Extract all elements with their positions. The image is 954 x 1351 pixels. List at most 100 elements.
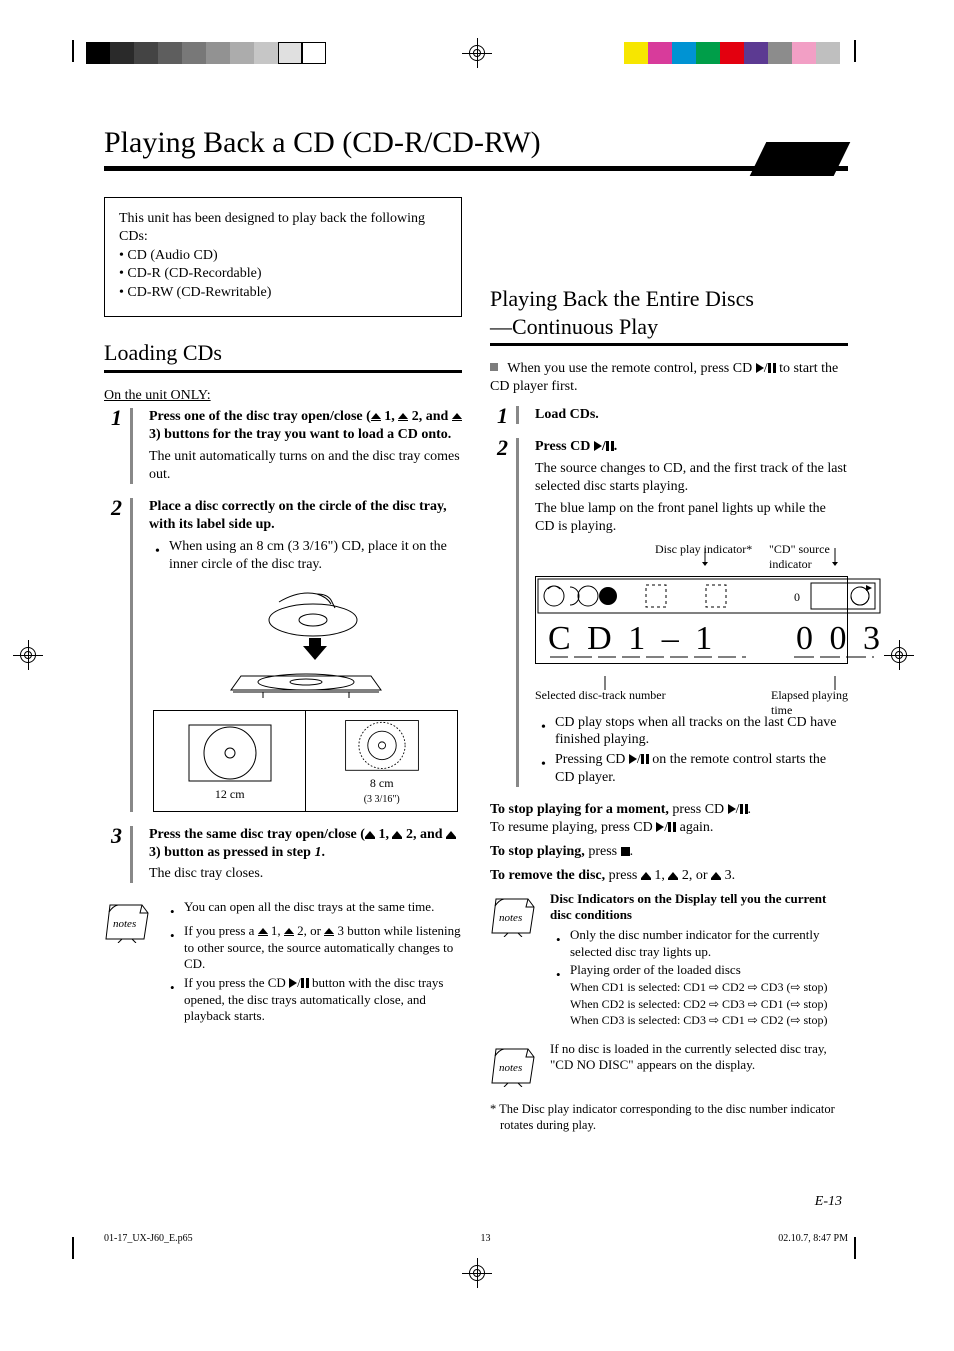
play-icon [594,441,602,451]
title-rule [104,166,848,171]
disc-8cm: 8 cm (3 3/16") [305,711,457,811]
right-notes: notes Disc Indicators on the Display tel… [490,891,848,1031]
svg-text:notes: notes [499,912,522,924]
eject-icon [668,870,678,880]
lcd-annot-top-right: "CD" source indicator [769,542,848,573]
right-s2-rest-0: The source changes to CD, and the first … [535,460,848,496]
crosshair-bottom [464,1260,490,1286]
eject-icon [711,870,721,880]
eject-icon [365,829,375,839]
di-0: Only the disc number indicator for the c… [570,927,848,960]
left-note-1: If you press a 1, 2, or 3 button while l… [184,923,462,973]
di-1: Playing order of the loaded discs [570,962,741,977]
right-s1-first: Load CDs. [535,406,848,424]
disc-ind-heading: Disc Indicators on the Display tell you … [550,891,848,924]
right-step-2: 2 Press CD /. The source changes to CD, … [516,438,848,787]
pause-icon [668,822,676,832]
label-12: 12 cm [215,787,245,802]
left-column: This unit has been designed to play back… [104,197,462,1133]
tray-bullet: When using an 8 cm (3 3/16") CD, place i… [169,538,462,574]
pause-icon [740,804,748,814]
crosshair-right [886,642,912,668]
lcd-annot-top-center: Disc play indicator* [655,542,752,557]
svg-text:notes: notes [113,918,136,930]
left-step-1-rest: The unit automatically turns on and the … [149,448,462,484]
footer-left: 01-17_UX-J60_E.p65 [104,1233,193,1244]
left-sub-rule [104,370,462,373]
eject-icon [371,411,381,421]
notes-icon: notes [490,1047,536,1093]
eject-icon [392,829,402,839]
greyscale-ramp [86,42,326,64]
lcd-annot-bl: Selected disc-track number [535,688,666,703]
crosshair-left [15,642,41,668]
left-notes: notes You can open all the disc trays at… [104,897,462,1026]
left-note-2: If you press the CD / button with the di… [184,975,462,1025]
section-title: Playing Back a CD (CD-R/CD-RW) [104,126,848,160]
play-icon [656,822,664,832]
corner-mark-tl [62,40,84,62]
pre-step-bullet: When you use the remote control, press C… [490,361,838,394]
notes-icon: notes [104,903,150,949]
tray-illustration [221,580,391,700]
left-step-3: 3 Press the same disc tray open/close ( … [130,826,462,884]
color-ramp [624,42,840,64]
intro-line-2: • CD-R (CD-Recordable) [119,266,262,281]
lcd-annot-br: Elapsed playing time [771,688,848,719]
footer-right: 02.10.7, 8:47 PM [778,1233,848,1244]
right-step-1: 1 Load CDs. [516,406,848,424]
play-icon [289,978,297,988]
corner-mark-tr [844,40,866,62]
lcd-small-char: 0 [794,590,800,604]
pause-icon [301,978,309,988]
intro-box: This unit has been designed to play back… [104,197,462,317]
right-subheading: Playing Back the Entire Discs—Continuous… [490,285,848,341]
play-icon [629,754,637,764]
remote-note: On the unit ONLY: [104,387,462,405]
pause-icon [641,754,649,764]
right-s2-first: Press CD /. [535,438,848,456]
post-lcd-1: Pressing CD / on the remote control star… [555,751,848,787]
eject-icon [258,926,268,936]
left-note-0: You can open all the disc trays at the s… [184,899,462,921]
pause-icon [606,441,614,451]
footer-center: 13 [480,1233,490,1244]
eject-icon [284,926,294,936]
lcd-line2: 0 0 3 [796,620,882,657]
play-icon [728,804,736,814]
eject-icon [446,829,456,839]
eject-icon [452,411,462,421]
intro-line-1: • CD (Audio CD) [119,248,218,263]
left-step-3-rest: The disc tray closes. [149,865,462,883]
intro-line-3: • CD-RW (CD-Rewritable) [119,285,271,300]
right-column: Playing Back the Entire Discs—Continuous… [490,197,848,1133]
lcd-line1: C D 1 – 1 [548,620,716,657]
notes-icon: notes [490,897,536,943]
eject-icon [324,926,334,936]
final-note: If no disc is loaded in the currently se… [550,1041,848,1074]
intro-line-0: This unit has been designed to play back… [119,211,425,244]
left-step-2: 2 Place a disc correctly on the circle o… [130,498,462,812]
post-lcd-0: CD play stops when all tracks on the las… [555,714,848,750]
disc-figs: 12 cm 8 cm (3 3/16") [153,710,458,812]
left-step-1: 1 Press one of the disc tray open/close … [130,408,462,484]
right-final-note: notes If no disc is loaded in the curren… [490,1041,848,1093]
lcd-display: 0 C D 1 – 1 0 0 3 [535,576,848,664]
page-footer: 01-17_UX-J60_E.p65 13 02.10.7, 8:47 PM [104,1233,848,1244]
disc-12cm: 12 cm [154,711,305,811]
left-step-2-first: Place a disc correctly on the circle of … [149,498,462,534]
right-sub-rule [490,343,848,346]
play-icon [756,363,764,373]
page-number: E-13 [815,1194,842,1210]
eject-icon [641,870,651,880]
label-8-sub: (3 3/16") [364,794,400,805]
svg-text:notes: notes [499,1062,522,1074]
label-8: 8 cm [370,776,394,790]
crosshair-top [464,40,490,66]
left-subheading: Loading CDs [104,339,462,367]
square-bullet [490,363,498,371]
eject-icon [398,411,408,421]
pause-icon [768,363,776,373]
right-s2-rest-1: The blue lamp on the front panel lights … [535,500,848,536]
asterisk-note: * The Disc play indicator corresponding … [500,1101,848,1133]
